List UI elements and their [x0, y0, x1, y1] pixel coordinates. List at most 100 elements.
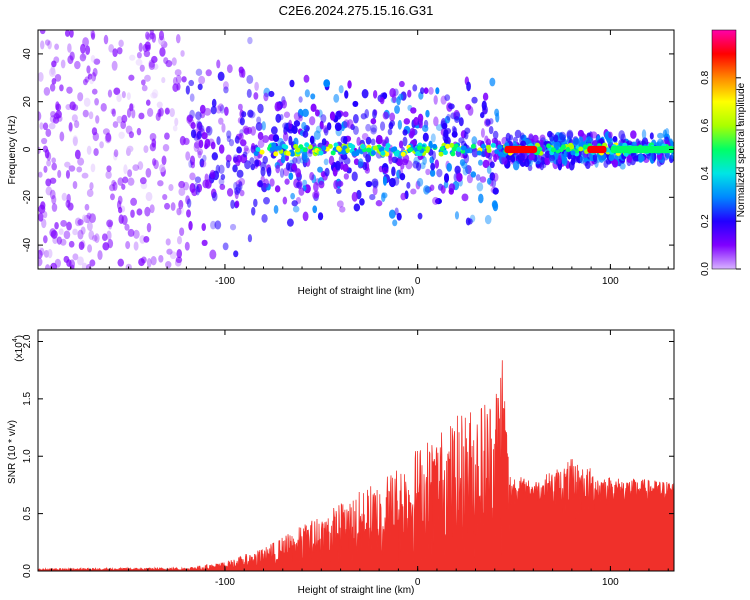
y-tick-label: 1.0 — [22, 449, 33, 463]
spectrogram-cell — [72, 228, 78, 236]
spectrogram-cell — [68, 121, 73, 132]
spectrogram-cell — [247, 126, 252, 135]
spectrogram-cell — [416, 145, 422, 151]
spectrogram-cell — [130, 197, 138, 206]
spectrogram-cell — [66, 193, 71, 204]
spectrogram-cell — [479, 176, 487, 183]
spectrogram-cell — [82, 109, 89, 118]
spectrogram-cell — [39, 122, 44, 130]
spectrogram-cell — [415, 150, 421, 156]
colorbar-tick-label: 0.2 — [700, 214, 711, 228]
spectrogram-cell — [279, 168, 285, 178]
spectrogram-cell — [370, 118, 377, 125]
spectrogram-cell — [505, 132, 511, 142]
spectrogram-cell — [346, 119, 354, 129]
spectrogram-cell — [486, 147, 492, 153]
snr-multiplier-base: (x10 — [14, 342, 25, 362]
spectrogram-cell — [392, 219, 398, 227]
spectrogram-cell — [174, 69, 182, 76]
spectrogram-cell — [110, 108, 116, 115]
spectrogram-cell — [389, 88, 396, 98]
spectrogram-cell — [181, 76, 187, 83]
spectrogram-cell — [402, 129, 408, 136]
spectrogram-cell — [539, 161, 545, 171]
spectrogram-cell — [269, 146, 275, 152]
spectrogram-cell — [467, 218, 473, 225]
spectrogram-cell — [333, 93, 340, 103]
spectrogram-cell — [129, 54, 136, 61]
spectrogram-cell — [537, 146, 543, 152]
spectrogram-cell — [352, 125, 359, 136]
spectrogram-cell — [274, 185, 281, 193]
spectrogram-cell — [312, 205, 318, 214]
spectrogram-cell — [272, 134, 280, 143]
spectrogram-cell — [99, 141, 104, 149]
spectrogram-cell — [214, 220, 222, 230]
spectrogram-cell — [226, 130, 232, 139]
spectrogram-cell — [301, 121, 307, 130]
spectrogram-cell — [317, 212, 324, 221]
spectrogram-cell — [259, 149, 265, 155]
spectrogram-cell — [234, 200, 240, 208]
spectrogram-cell — [485, 119, 491, 126]
spectrogram-cell — [193, 142, 200, 153]
spectrogram-cell — [57, 169, 62, 179]
spectrogram-cell — [178, 180, 186, 189]
spectrogram-cell — [307, 144, 313, 150]
spectrogram-cell — [298, 115, 303, 122]
spectrogram-cell — [396, 212, 402, 221]
snr-series-line — [38, 360, 674, 571]
spectrogram-cell — [352, 113, 359, 124]
spectrogram-cell — [86, 221, 93, 232]
spectrogram-cell — [175, 74, 182, 84]
spectrogram-cell — [139, 177, 147, 185]
spectrogram-cell — [218, 164, 225, 174]
spectrogram-cell — [243, 145, 249, 152]
spectrogram-cell — [350, 144, 356, 150]
spectrogram-cell — [198, 75, 206, 85]
spectrogram-cell — [121, 183, 126, 190]
spectrogram-cell — [51, 78, 57, 85]
spectrogram-cell — [454, 116, 460, 124]
spectrogram-cell — [480, 128, 485, 138]
spectrogram-cell — [108, 221, 113, 230]
spectrogram-cell — [211, 152, 219, 161]
spectrogram-cell — [335, 187, 342, 195]
spectrogram-cell — [137, 161, 144, 171]
y-tick-label: -20 — [22, 190, 33, 205]
snr-multiplier-close: ) — [14, 335, 25, 338]
spectrogram-cell — [293, 137, 299, 147]
spectrogram-cell — [432, 196, 440, 206]
spectrogram-cell — [495, 112, 500, 123]
spectrogram-cell — [186, 209, 191, 218]
spectrogram-cell — [104, 133, 112, 144]
spectrogram-cell — [387, 128, 393, 136]
spectrogram-cell — [251, 206, 256, 216]
spectrogram-cell — [91, 32, 96, 41]
spectrogram-cell — [116, 47, 123, 55]
spectrogram-cell — [185, 151, 191, 161]
spectrogram-cell — [41, 137, 48, 145]
spectrogram-cell — [61, 192, 68, 201]
spectrogram-cell — [361, 132, 369, 141]
spectrogram-cell — [105, 170, 112, 179]
spectrogram-cell — [189, 109, 195, 119]
spectrogram-cell — [242, 151, 248, 158]
spectrogram-cell — [257, 131, 264, 141]
spectrogram-cell — [352, 100, 359, 108]
spectrogram-cell — [219, 104, 225, 114]
spectrogram-cell — [373, 90, 378, 99]
spectrogram-cell — [186, 114, 194, 123]
spectrogram-cell — [370, 138, 376, 146]
spectrogram-cell — [464, 127, 471, 134]
spectrogram-cell — [375, 200, 383, 207]
spectrogram-cell — [311, 191, 319, 200]
spectrogram-cell — [253, 151, 259, 157]
spectrogram-cell — [309, 135, 315, 144]
spectrogram-cell — [608, 154, 615, 162]
spectrogram-cell — [528, 133, 534, 141]
spectrogram-cell — [45, 128, 52, 138]
spectrogram-cell — [344, 90, 349, 99]
spectrogram-cell — [38, 111, 42, 121]
spectrogram-cell — [51, 60, 57, 68]
